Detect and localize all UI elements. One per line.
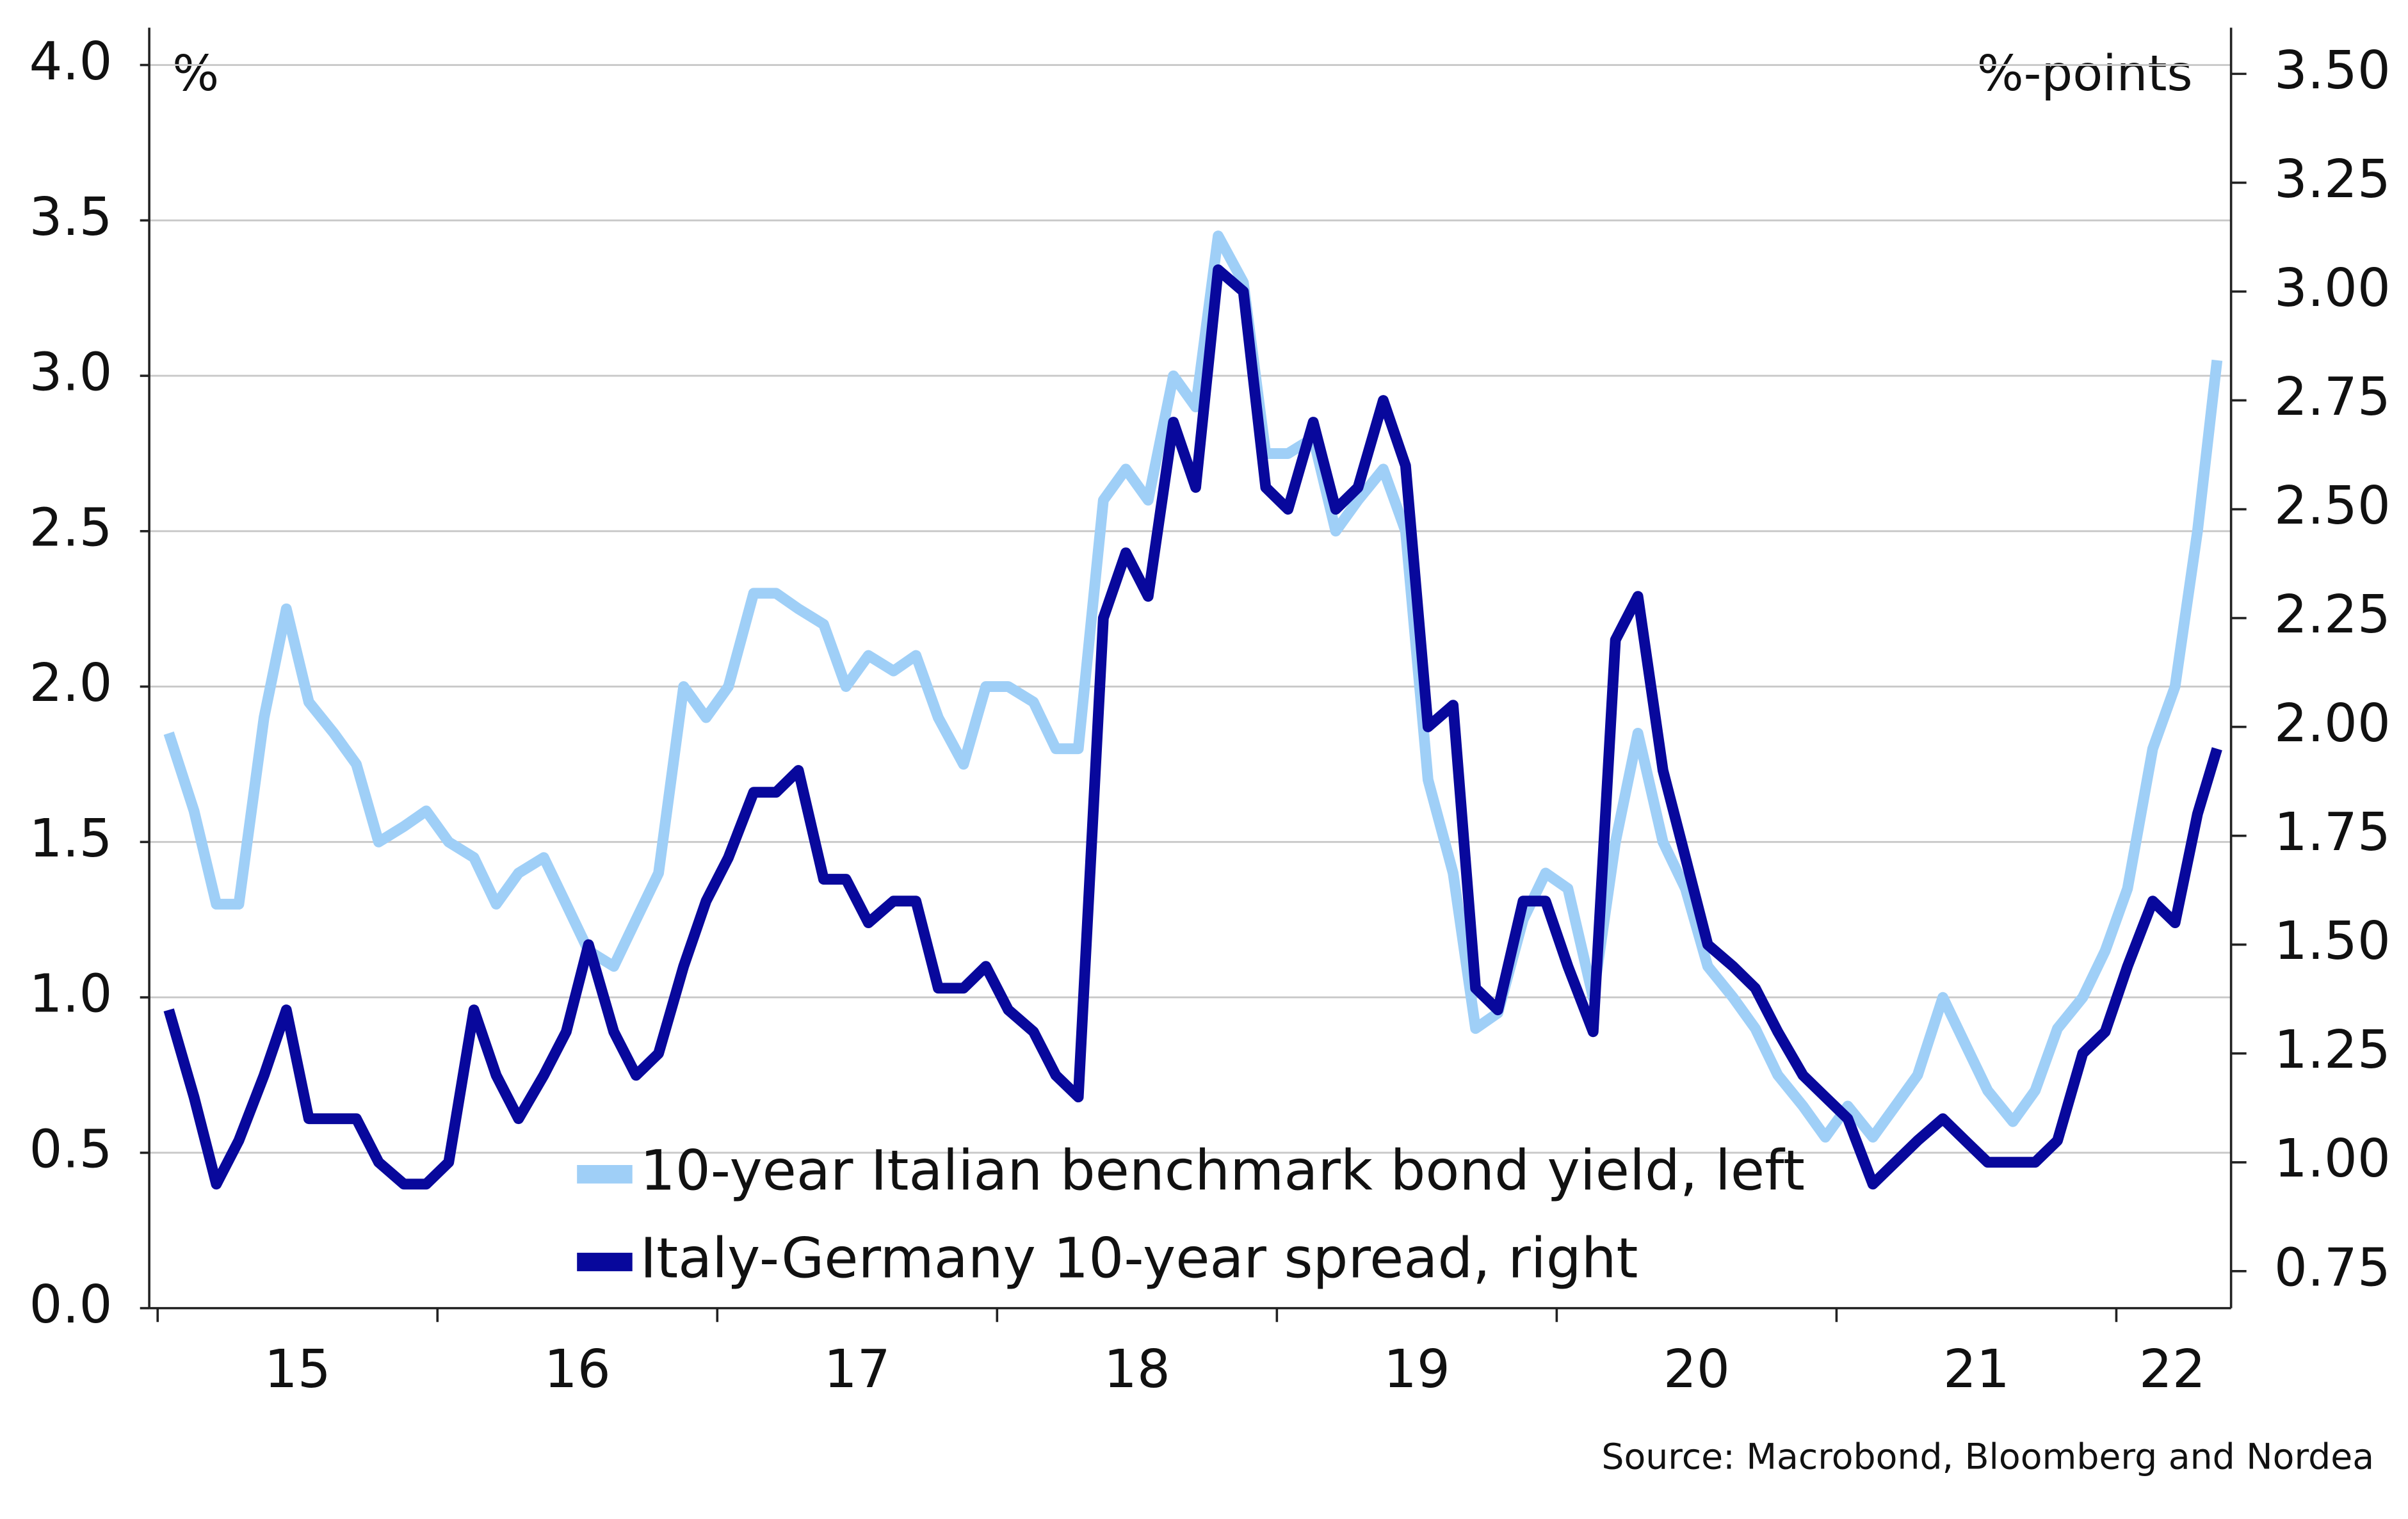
- x-tick-label: 17: [824, 1339, 891, 1400]
- y-tick-label: 2.5: [29, 497, 112, 558]
- y-tick-label: 0.5: [29, 1119, 112, 1180]
- y2-tick-label: 2.00: [2274, 693, 2391, 754]
- y2-tick-label: 3.25: [2274, 149, 2391, 210]
- y-tick-label: 2.0: [29, 653, 112, 714]
- y-tick-label: 4.0: [29, 31, 112, 92]
- x-tick-label: 16: [544, 1339, 611, 1400]
- source: Source: Macrobond, Bloomberg and Nordea: [1601, 1436, 2374, 1477]
- y2-tick-label: 0.75: [2274, 1237, 2391, 1298]
- y2-tick-label: 2.50: [2274, 476, 2391, 536]
- x-tick-label: 22: [2139, 1339, 2206, 1400]
- legend-swatch: [577, 1253, 633, 1271]
- y2-tick-label: 2.25: [2274, 584, 2391, 645]
- y2-tick-label: 3.50: [2274, 40, 2391, 101]
- x-tick-label: 15: [264, 1339, 331, 1400]
- x-tick-label: 19: [1384, 1339, 1450, 1400]
- legend-label: Italy-Germany 10-year spread, right: [640, 1226, 1638, 1290]
- y2-tick-label: 1.75: [2274, 802, 2391, 863]
- left-unit-label: %: [172, 45, 219, 102]
- series-line: [163, 230, 2223, 1143]
- y-tick-label: 3.5: [29, 187, 112, 248]
- y-tick-label: 1.5: [29, 808, 112, 869]
- y2-tick-label: 2.75: [2274, 367, 2391, 428]
- right-unit-label: %-points: [1977, 45, 2193, 102]
- legend-label: 10-year Italian benchmark bond yield, le…: [640, 1139, 1805, 1203]
- y-tick-label: 0.0: [29, 1274, 112, 1335]
- y-tick-label: 1.0: [29, 964, 112, 1025]
- y2-tick-label: 3.00: [2274, 258, 2391, 319]
- x-tick-label: 18: [1104, 1339, 1170, 1400]
- series-line: [163, 264, 2222, 1190]
- y2-tick-label: 1.50: [2274, 911, 2391, 972]
- x-tick-label: 20: [1663, 1339, 1730, 1400]
- y2-tick-label: 1.25: [2274, 1020, 2391, 1081]
- y-tick-label: 3.0: [29, 342, 112, 403]
- x-tick-label: 21: [1943, 1339, 2010, 1400]
- legend-swatch: [577, 1165, 633, 1184]
- y2-tick-label: 1.00: [2274, 1129, 2391, 1189]
